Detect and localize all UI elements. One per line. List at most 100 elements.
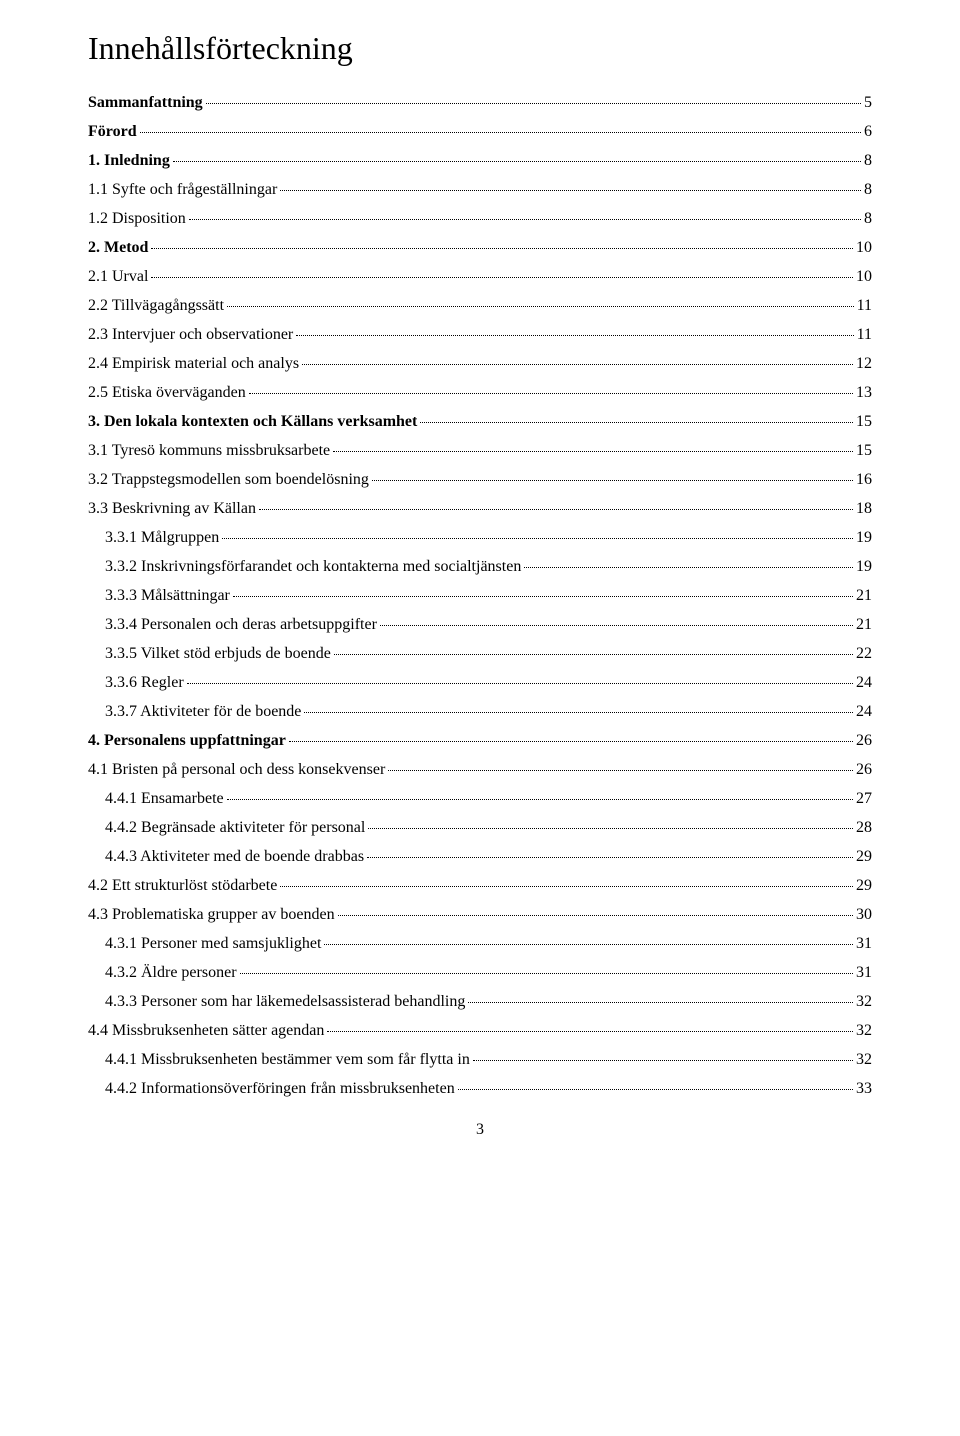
toc-row: 4.4.2 Informationsöverföringen från miss… — [88, 1081, 872, 1097]
toc-row: 3.3 Beskrivning av Källan18 — [88, 501, 872, 517]
toc-row: 3.3.7 Aktiviteter för de boende 24 — [88, 704, 872, 720]
toc-leader-dots — [324, 944, 853, 945]
toc-leader-dots — [296, 335, 853, 336]
toc-label: 4.3.1 Personer med samsjuklighet — [88, 936, 321, 952]
toc-page: 6 — [864, 124, 872, 140]
toc-leader-dots — [227, 799, 853, 800]
toc-page: 31 — [856, 965, 872, 981]
toc-label: 3.3.6 Regler — [88, 675, 184, 691]
toc-label: 3. Den lokala kontexten och Källans verk… — [88, 414, 417, 430]
toc-row: 3.2 Trappstegsmodellen som boendelösning… — [88, 472, 872, 488]
toc-leader-dots — [468, 1002, 853, 1003]
toc-leader-dots — [338, 915, 853, 916]
toc-label: 2.5 Etiska överväganden — [88, 385, 246, 401]
toc-label: 3.3.2 Inskrivningsförfarandet och kontak… — [88, 559, 521, 575]
toc-row: 2.5 Etiska överväganden13 — [88, 385, 872, 401]
page-number: 3 — [88, 1121, 872, 1139]
toc-page: 24 — [856, 675, 872, 691]
toc-row: 1.1 Syfte och frågeställningar8 — [88, 182, 872, 198]
toc-label: 3.2 Trappstegsmodellen som boendelösning — [88, 472, 369, 488]
toc-row: 2.3 Intervjuer och observationer11 — [88, 327, 872, 343]
toc-row: 4.4 Missbruksenheten sätter agendan32 — [88, 1023, 872, 1039]
toc-leader-dots — [473, 1060, 853, 1061]
toc-row: 4. Personalens uppfattningar26 — [88, 733, 872, 749]
toc-leader-dots — [368, 828, 853, 829]
toc-row: 3.3.2 Inskrivningsförfarandet och kontak… — [88, 559, 872, 575]
toc-leader-dots — [524, 567, 853, 568]
toc-leader-dots — [233, 596, 853, 597]
toc-leader-dots — [333, 451, 853, 452]
toc-label: 4.2 Ett strukturlöst stödarbete — [88, 878, 277, 894]
toc-row: 4.3.2 Äldre personer31 — [88, 965, 872, 981]
toc-label: 3.3 Beskrivning av Källan — [88, 501, 256, 517]
toc-page: 16 — [856, 472, 872, 488]
toc-label: 3.3.1 Målgruppen — [88, 530, 219, 546]
toc-leader-dots — [173, 161, 861, 162]
toc-page: 15 — [856, 414, 872, 430]
toc-page: 22 — [856, 646, 872, 662]
toc-label: 4.4.3 Aktiviteter med de boende drabbas — [88, 849, 364, 865]
toc-row: 4.4.1 Ensamarbete 27 — [88, 791, 872, 807]
toc-page: 26 — [856, 762, 872, 778]
toc-row: 3.1 Tyresö kommuns missbruksarbete15 — [88, 443, 872, 459]
toc-page: 27 — [856, 791, 872, 807]
toc-row: 3.3.4 Personalen och deras arbetsuppgift… — [88, 617, 872, 633]
toc-label: 4.3.3 Personer som har läkemedelsassiste… — [88, 994, 465, 1010]
toc-label: 3.3.7 Aktiviteter för de boende — [88, 704, 301, 720]
toc-label: 4.4.1 Missbruksenheten bestämmer vem som… — [88, 1052, 470, 1068]
toc-leader-dots — [380, 625, 853, 626]
toc-label: 3.3.3 Målsättningar — [88, 588, 230, 604]
toc-row: 2.2 Tillvägagångssätt 11 — [88, 298, 872, 314]
toc-page: 32 — [856, 1052, 872, 1068]
toc-page: 8 — [864, 211, 872, 227]
toc-label: Förord — [88, 124, 137, 140]
toc-leader-dots — [151, 248, 853, 249]
toc-page: 24 — [856, 704, 872, 720]
toc-leader-dots — [388, 770, 853, 771]
toc-label: 2.2 Tillvägagångssätt — [88, 298, 224, 314]
toc-label: 3.3.5 Vilket stöd erbjuds de boende — [88, 646, 331, 662]
toc-leader-dots — [140, 132, 861, 133]
toc-row: 2.4 Empirisk material och analys12 — [88, 356, 872, 372]
toc-row: 3.3.1 Målgruppen19 — [88, 530, 872, 546]
toc-page: 30 — [856, 907, 872, 923]
toc-row: 4.3.3 Personer som har läkemedelsassiste… — [88, 994, 872, 1010]
toc-row: 3.3.5 Vilket stöd erbjuds de boende 22 — [88, 646, 872, 662]
toc-page: 15 — [856, 443, 872, 459]
toc-row: 4.4.2 Begränsade aktiviteter för persona… — [88, 820, 872, 836]
toc-row: Sammanfattning5 — [88, 95, 872, 111]
toc-leader-dots — [189, 219, 861, 220]
toc-row: 1. Inledning8 — [88, 153, 872, 169]
toc-row: 3.3.6 Regler 24 — [88, 675, 872, 691]
toc-leader-dots — [240, 973, 853, 974]
toc-page: 8 — [864, 182, 872, 198]
toc-row: Förord 6 — [88, 124, 872, 140]
toc-page: 10 — [856, 269, 872, 285]
toc-label: 4.4.2 Begränsade aktiviteter för persona… — [88, 820, 365, 836]
toc-leader-dots — [280, 190, 861, 191]
toc-label: 3.3.4 Personalen och deras arbetsuppgift… — [88, 617, 377, 633]
toc-label: 2.1 Urval — [88, 269, 148, 285]
toc-row: 2.1 Urval 10 — [88, 269, 872, 285]
toc-row: 4.3.1 Personer med samsjuklighet31 — [88, 936, 872, 952]
toc-leader-dots — [302, 364, 853, 365]
toc-row: 4.4.1 Missbruksenheten bestämmer vem som… — [88, 1052, 872, 1068]
toc-page: 21 — [856, 588, 872, 604]
toc-label: 4.1 Bristen på personal och dess konsekv… — [88, 762, 385, 778]
toc-row: 4.3 Problematiska grupper av boenden30 — [88, 907, 872, 923]
toc-label: 4.4.1 Ensamarbete — [88, 791, 224, 807]
toc-page: 29 — [856, 849, 872, 865]
toc-leader-dots — [259, 509, 853, 510]
toc-label: 2.4 Empirisk material och analys — [88, 356, 299, 372]
toc-row: 3.3.3 Målsättningar 21 — [88, 588, 872, 604]
toc-leader-dots — [420, 422, 853, 423]
toc-label: 4. Personalens uppfattningar — [88, 733, 286, 749]
toc-row: 1.2 Disposition8 — [88, 211, 872, 227]
toc-page: 11 — [857, 298, 872, 314]
toc-page: 21 — [856, 617, 872, 633]
toc-page: 28 — [856, 820, 872, 836]
toc-label: 1. Inledning — [88, 153, 170, 169]
toc-leader-dots — [367, 857, 853, 858]
toc-label: 2. Metod — [88, 240, 148, 256]
toc-leader-dots — [222, 538, 853, 539]
